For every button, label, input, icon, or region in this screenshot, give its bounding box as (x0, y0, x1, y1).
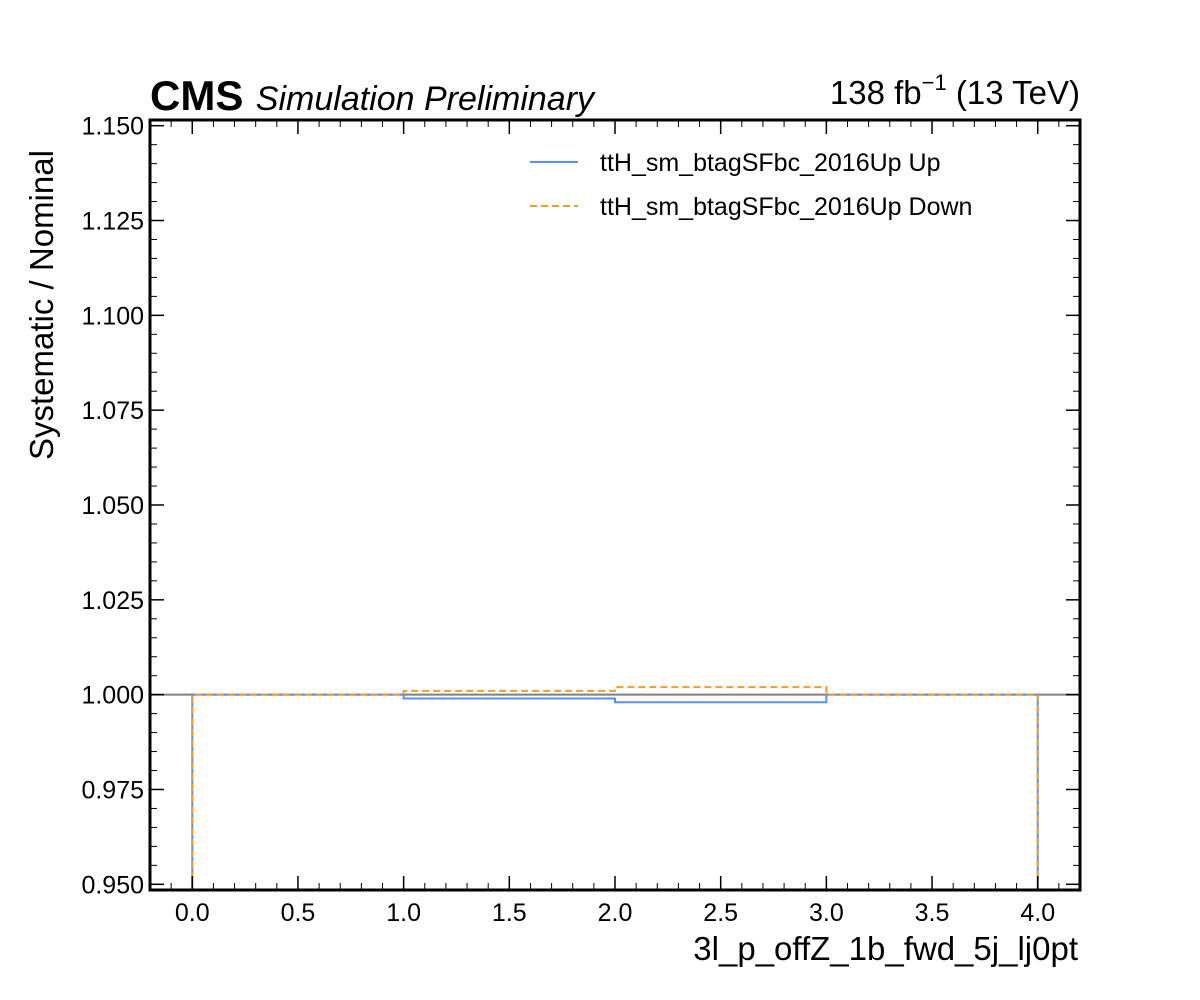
x-tick-label: 4.0 (1020, 899, 1055, 927)
experiment-label: CMS (150, 72, 243, 119)
x-tick-label: 0.0 (175, 899, 210, 927)
x-tick-label: 2.5 (703, 899, 738, 927)
y-tick-label: 1.100 (81, 302, 144, 330)
y-tick-label: 0.975 (81, 776, 144, 804)
plot-area: 0.0 0.5 1.0 1.5 2.0 2.5 3.0 3.5 4.0 0.950 0.975 1.0… (81, 113, 1082, 927)
x-tick-label: 0.5 (281, 899, 316, 927)
plot-frame (148, 118, 1082, 892)
y-tick-label: 0.950 (81, 871, 144, 899)
series-line-up (191, 693, 1039, 890)
series-line-down (191, 686, 1039, 890)
y-tick-label: 1.050 (81, 492, 144, 520)
y-tick-label: 1.000 (81, 682, 144, 710)
x-tick-label: 1.5 (492, 899, 527, 927)
y-axis-title: Systematic / Nominal (23, 150, 60, 460)
lumi-label: 138 fb−1 (13 TeV) (830, 70, 1080, 111)
lumi-exponent: −1 (922, 70, 947, 95)
x-axis-title: 3l_p_offZ_1b_fwd_5j_lj0pt (693, 930, 1078, 967)
lumi-value: 138 fb (830, 74, 922, 111)
y-tick-label: 1.075 (81, 397, 144, 425)
x-tick-label: 1.0 (386, 899, 421, 927)
y-tick-label: 1.150 (81, 113, 144, 141)
x-tick-label: 3.5 (915, 899, 950, 927)
cms-label: CMS Simulation Preliminary (150, 72, 596, 119)
y-tick-label: 1.125 (81, 208, 144, 236)
x-tick-label: 2.0 (598, 899, 633, 927)
status-label: Simulation Preliminary (256, 80, 596, 118)
legend-label: ttH_sm_btagSFbc_2016Up Up (600, 149, 940, 177)
energy-label: (13 TeV) (947, 74, 1080, 111)
legend-label: ttH_sm_btagSFbc_2016Up Down (600, 193, 972, 221)
y-tick-label: 1.025 (81, 587, 144, 615)
x-tick-label: 3.0 (809, 899, 844, 927)
